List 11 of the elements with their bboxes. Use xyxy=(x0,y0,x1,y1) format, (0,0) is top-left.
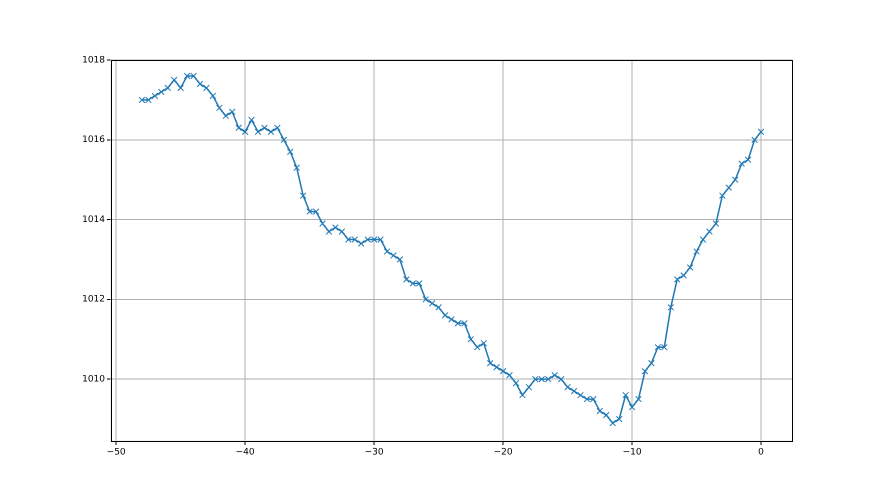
x-tick-label: −50 xyxy=(106,448,126,458)
y-tick-label: 1012 xyxy=(82,294,105,305)
y-tick-label: 1010 xyxy=(82,374,106,385)
y-tick-label: 1014 xyxy=(82,214,106,225)
y-tick-label: 1016 xyxy=(82,135,106,146)
x-tick-label: −30 xyxy=(364,448,384,458)
x-tick-label: −10 xyxy=(622,448,642,458)
x-tick-label: −20 xyxy=(494,448,513,458)
x-tick-label: −40 xyxy=(236,448,255,458)
x-tick-label: 0 xyxy=(758,448,764,458)
y-tick-label: 1018 xyxy=(82,55,106,66)
